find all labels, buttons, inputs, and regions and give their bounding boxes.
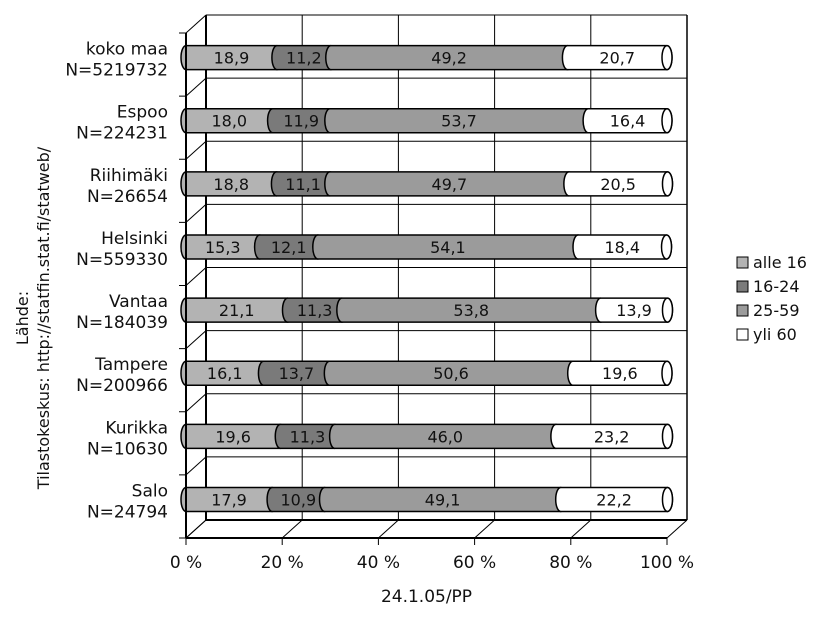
data-label: 50,6	[433, 364, 469, 383]
legend-label: alle 16	[753, 253, 807, 272]
category-n-label: N=200966	[76, 376, 168, 396]
legend-label: 16-24	[753, 277, 800, 296]
left-wall-diagonal	[185, 204, 207, 223]
x-tick-label: 0 %	[170, 553, 202, 573]
floor-diagonal	[666, 519, 688, 539]
data-label: 18,8	[213, 175, 249, 194]
left-wall-diagonal	[185, 330, 207, 349]
category-label: Tampere	[94, 355, 168, 375]
category-n-label: N=10630	[87, 439, 168, 459]
data-label: 10,9	[281, 490, 317, 509]
data-label: 49,7	[432, 175, 468, 194]
floor-diagonal	[378, 519, 399, 539]
left-wall-diagonal	[185, 393, 207, 413]
y-axis-label: Lähde: Tilastokeskus: http://statfin.stat…	[13, 146, 53, 490]
left-wall-diagonal	[185, 14, 207, 34]
y-axis-label-line: Lähde:	[13, 291, 32, 345]
data-label: 19,6	[602, 364, 638, 383]
data-label: 49,2	[431, 49, 467, 68]
data-label: 17,9	[211, 490, 247, 509]
data-label: 13,7	[279, 364, 315, 383]
data-label: 22,2	[596, 490, 632, 509]
data-label: 15,3	[205, 238, 241, 257]
data-label: 11,3	[297, 301, 333, 320]
data-label: 16,1	[207, 364, 243, 383]
floor-diagonal	[185, 519, 207, 539]
data-label: 11,3	[290, 427, 326, 446]
data-label: 53,7	[441, 112, 477, 131]
data-label: 11,1	[285, 175, 321, 194]
category-label: koko maa	[86, 40, 168, 60]
x-tick-label: 60 %	[453, 553, 496, 573]
legend-swatch	[736, 304, 749, 317]
data-label: 18,9	[214, 49, 250, 68]
data-label: 21,1	[219, 301, 255, 320]
data-label: 18,4	[604, 238, 640, 257]
category-label: Helsinki	[101, 229, 168, 249]
data-label: 16,4	[610, 112, 646, 131]
data-label: 18,0	[211, 112, 247, 131]
bar-end-cap	[661, 171, 674, 197]
category-label: Riihimäki	[90, 166, 168, 186]
data-label: 11,2	[286, 49, 322, 68]
legend-label: yli 60	[753, 325, 797, 344]
category-n-label: N=224231	[76, 124, 168, 144]
left-wall-diagonal	[185, 77, 207, 97]
category-label: Salo	[132, 481, 168, 501]
category-label: Vantaa	[109, 292, 168, 312]
x-tick-label: 20 %	[261, 553, 304, 573]
data-label: 49,1	[425, 490, 461, 509]
data-label: 12,1	[271, 238, 307, 257]
x-axis-label: 24.1.05/PP	[381, 587, 472, 607]
category-n-label: N=5219732	[65, 61, 168, 81]
bar-end-cap	[661, 44, 673, 71]
bar-end-cap	[661, 107, 673, 134]
x-tick-label: 80 %	[549, 553, 592, 573]
data-label: 11,9	[283, 112, 319, 131]
x-tick-label: 100 %	[640, 553, 694, 573]
category-n-label: N=24794	[87, 502, 168, 522]
category-label: Kurikka	[105, 418, 168, 438]
data-label: 53,8	[453, 301, 489, 320]
legend-swatch	[736, 328, 749, 341]
y-axis-label-line: Tilastokeskus: http://statfin.stat.fi/st…	[34, 146, 53, 490]
x-tick-label: 40 %	[357, 553, 400, 573]
legend-swatch	[736, 256, 749, 269]
floor-diagonal	[281, 519, 303, 539]
bar-end-cap	[661, 486, 674, 513]
data-label: 19,6	[215, 427, 251, 446]
data-label: 20,5	[600, 175, 636, 194]
category-n-label: N=559330	[76, 250, 168, 270]
category-label: Espoo	[117, 103, 168, 123]
left-wall-diagonal	[185, 267, 207, 286]
bar-end-cap	[661, 360, 673, 386]
left-wall-diagonal	[185, 456, 207, 476]
floor-diagonal	[474, 519, 495, 539]
category-n-label: N=26654	[87, 187, 168, 207]
category-n-label: N=184039	[76, 313, 168, 333]
legend-label: 25-59	[753, 301, 800, 320]
data-label: 46,0	[427, 427, 463, 446]
legend-swatch	[736, 280, 749, 293]
bar-end-cap	[660, 234, 673, 260]
left-wall-diagonal	[185, 140, 207, 160]
data-label: 23,2	[594, 427, 630, 446]
floor-diagonal	[570, 519, 592, 539]
bar-end-cap	[661, 423, 674, 450]
data-label: 20,7	[599, 49, 635, 68]
data-label: 13,9	[616, 301, 652, 320]
bar-end-cap	[661, 297, 674, 323]
data-label: 54,1	[430, 238, 466, 257]
